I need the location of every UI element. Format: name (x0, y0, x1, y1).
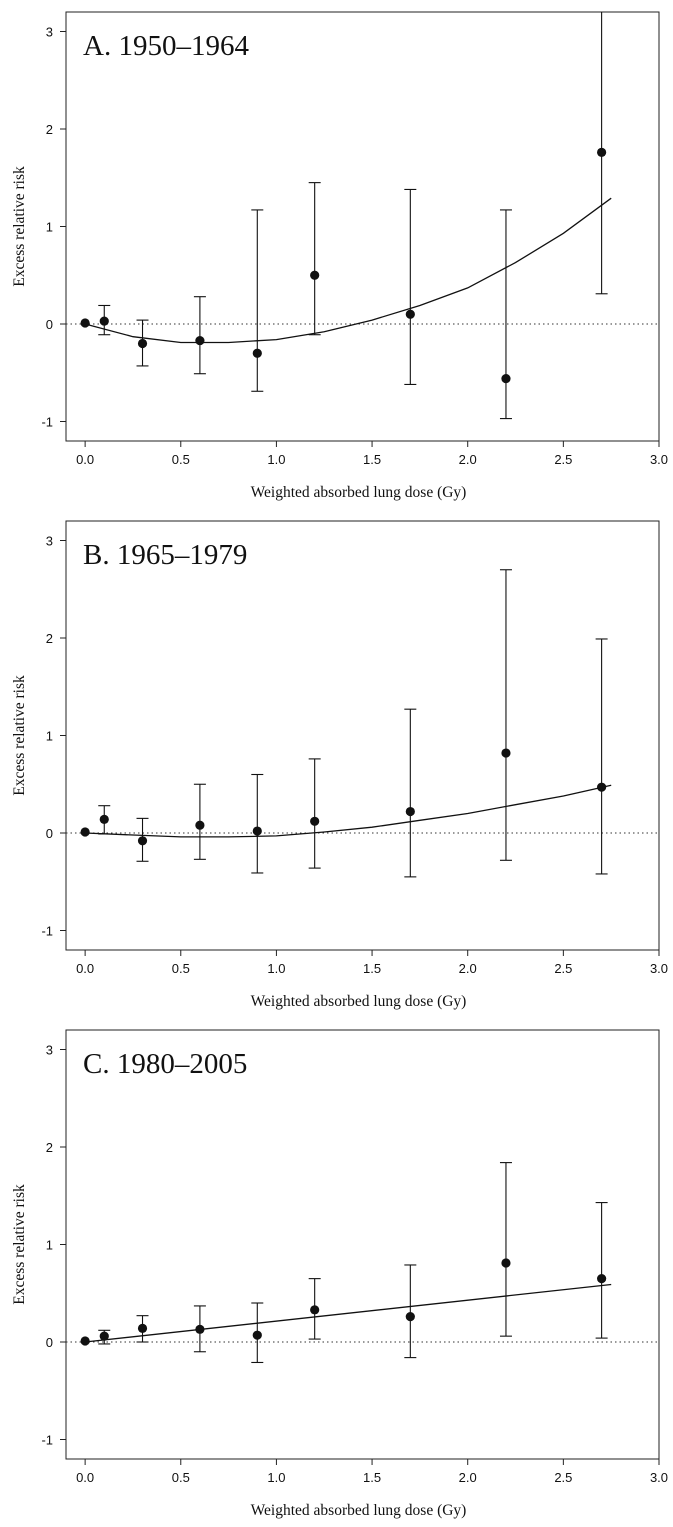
fit-curve (85, 1283, 612, 1343)
data-point (597, 782, 607, 792)
plot-frame (65, 520, 660, 951)
x-tick-label: 2.0 (459, 452, 477, 467)
x-tick-label: 0.0 (76, 1470, 94, 1485)
y-tick-label: -1 (41, 924, 53, 939)
x-tick-label: 1.5 (363, 1470, 381, 1485)
y-axis-title: Excess relative risk (11, 675, 28, 796)
y-tick-label: -1 (41, 1433, 53, 1448)
data-point (252, 1330, 262, 1340)
y-tick-label: 2 (46, 1140, 53, 1155)
x-tick-label: 1.5 (363, 452, 381, 467)
fit-curve (85, 784, 612, 838)
y-tick-label: 1 (46, 1238, 53, 1253)
x-tick-label: 1.0 (267, 452, 285, 467)
x-tick-label: 3.0 (650, 452, 668, 467)
data-point (310, 816, 320, 826)
x-tick-label: 0.5 (172, 961, 190, 976)
data-point (405, 309, 415, 319)
data-point (80, 318, 90, 328)
data-point (195, 1324, 205, 1334)
x-tick-label: 0.5 (172, 452, 190, 467)
x-tick-label: 2.5 (554, 452, 572, 467)
fit-curve (84, 197, 612, 344)
data-point (310, 1305, 320, 1315)
plot-frame (65, 11, 660, 442)
chart-svg: 0.0 0.5 1.0 1.5 2.0 2.5 3.0 -1 0 1 2 3 Weighted abso… (11, 520, 668, 1010)
x-tick-label: 0.0 (76, 961, 94, 976)
data-point (99, 1331, 109, 1341)
y-tick-label: 0 (46, 826, 53, 841)
data-point (501, 748, 511, 758)
chart-panel: 0.0 0.5 1.0 1.5 2.0 2.5 3.0 -1 0 1 2 3 Weighted abso… (0, 1018, 673, 1527)
y-tick-label: -1 (41, 415, 53, 430)
x-tick-label: 0.0 (76, 452, 94, 467)
x-tick-label: 2.5 (554, 961, 572, 976)
y-tick-label: 2 (46, 122, 53, 137)
data-point (252, 348, 262, 358)
data-point (501, 1258, 511, 1268)
x-tick-label: 0.5 (172, 1470, 190, 1485)
x-tick-label: 2.0 (459, 1470, 477, 1485)
chart-panel: 0.0 0.5 1.0 1.5 2.0 2.5 3.0 -1 0 1 2 3 Weighted abso… (0, 0, 673, 509)
y-tick-label: 1 (46, 729, 53, 744)
data-point (597, 1274, 607, 1284)
data-point (405, 1312, 415, 1322)
data-point (252, 826, 262, 836)
x-tick-label: 2.0 (459, 961, 477, 976)
x-tick-label: 1.0 (267, 961, 285, 976)
y-axis-title: Excess relative risk (11, 1184, 28, 1305)
data-point (137, 338, 148, 349)
y-axis-title: Excess relative risk (11, 166, 28, 287)
data-point (310, 270, 320, 280)
y-tick-label: 3 (46, 1043, 53, 1058)
x-tick-label: 2.5 (554, 1470, 572, 1485)
x-tick-label: 3.0 (650, 1470, 668, 1485)
x-axis-title: Weighted absorbed lung dose (Gy) (251, 993, 467, 1010)
x-tick-label: 1.0 (267, 1470, 285, 1485)
y-tick-label: 3 (46, 534, 53, 549)
data-point (99, 814, 109, 824)
data-point (99, 316, 109, 326)
panel-title: B. 1965–1979 (83, 539, 247, 571)
plot-frame (65, 1029, 660, 1460)
chart-panel: 0.0 0.5 1.0 1.5 2.0 2.5 3.0 -1 0 1 2 3 Weighted abso… (0, 509, 673, 1018)
chart-svg: 0.0 0.5 1.0 1.5 2.0 2.5 3.0 -1 0 1 2 3 Weighted abso… (11, 11, 668, 501)
y-tick-label: 2 (46, 631, 53, 646)
y-tick-label: 3 (46, 25, 53, 40)
data-point (405, 806, 415, 817)
x-tick-label: 1.5 (363, 961, 381, 976)
data-point (137, 1323, 148, 1333)
panel-title: A. 1950–1964 (83, 30, 249, 62)
data-point (501, 374, 511, 384)
y-tick-label: 0 (46, 1335, 53, 1350)
panel-title: C. 1980–2005 (83, 1048, 247, 1080)
data-point (597, 147, 607, 157)
data-point (195, 820, 205, 830)
data-point (80, 1336, 90, 1346)
y-tick-label: 1 (46, 220, 53, 235)
x-axis-title: Weighted absorbed lung dose (Gy) (251, 484, 467, 501)
y-tick-label: 0 (46, 317, 53, 332)
data-point (195, 335, 205, 346)
x-axis-title: Weighted absorbed lung dose (Gy) (251, 1502, 467, 1519)
data-point (80, 827, 90, 837)
x-tick-label: 3.0 (650, 961, 668, 976)
data-point (137, 836, 148, 846)
chart-svg: 0.0 0.5 1.0 1.5 2.0 2.5 3.0 -1 0 1 2 3 Weighted abso… (11, 1029, 668, 1519)
